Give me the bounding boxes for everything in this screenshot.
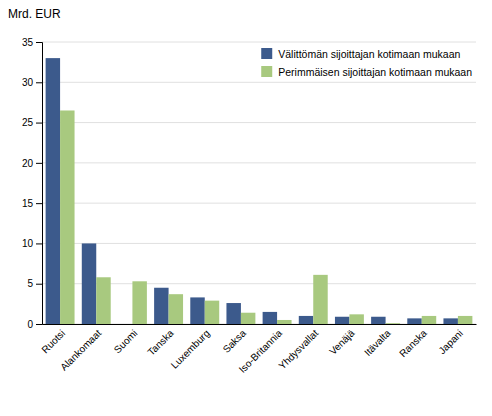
tick: Itävalta — [362, 324, 393, 358]
tick-label: Ranska — [397, 327, 429, 359]
tick: 20 — [22, 158, 42, 169]
grid-line — [42, 122, 476, 123]
series — [60, 110, 472, 324]
bar — [46, 58, 60, 324]
x-axis: RuotsiAlankomaat SuomiTanskaLuxemburg Saks… — [39, 324, 476, 375]
bar — [96, 277, 110, 324]
bar — [190, 297, 204, 324]
legend-label: Perimmäisen sijoittajan kotimaan mukaan — [278, 66, 472, 78]
bar — [422, 316, 436, 324]
axis-line — [43, 324, 477, 325]
legend-swatch — [261, 48, 272, 59]
tick: 0 — [27, 319, 42, 330]
legend-item: Välittömän sijoittajan kotimaan mukaan — [261, 48, 460, 60]
grid-line — [42, 243, 476, 244]
tick: Ruotsi — [39, 324, 67, 355]
grid-line — [42, 203, 476, 204]
bar — [241, 313, 255, 324]
bar — [118, 324, 132, 325]
tick-label: Iso-Britannia — [237, 327, 285, 375]
tick-label: Saksa — [221, 327, 249, 355]
bar — [154, 288, 168, 324]
tick-label: Itävalta — [362, 327, 393, 358]
chart: 0 5 10 15 20 25 30 35 RuotsiAlankomaat SuomiTansk… — [0, 0, 492, 416]
tick: 5 — [27, 278, 42, 289]
grid-line — [42, 42, 476, 43]
bar — [371, 317, 385, 324]
tick-mark — [36, 324, 42, 325]
tick: 35 — [22, 37, 42, 48]
bar — [205, 301, 219, 324]
tick: Alankomaat — [58, 324, 103, 373]
bar — [169, 294, 183, 324]
legend-item: Perimmäisen sijoittajan kotimaan mukaan — [261, 66, 472, 78]
legend-label: Välittömän sijoittajan kotimaan mukaan — [278, 48, 460, 60]
bar — [82, 243, 96, 324]
tick-mark — [36, 243, 42, 244]
y-axis: 0 5 10 15 20 25 30 35 — [22, 37, 43, 330]
tick-label: 15 — [22, 198, 34, 209]
bar — [263, 312, 277, 324]
bars — [46, 58, 473, 324]
series — [46, 58, 458, 324]
tick-mark — [36, 163, 42, 164]
tick: Luxemburg — [169, 324, 212, 371]
tick: Yhdysvallat — [276, 324, 320, 371]
tick: 25 — [22, 117, 42, 128]
tick: 10 — [22, 238, 42, 249]
tick-mark — [36, 42, 42, 43]
axis-line — [36, 43, 43, 325]
tick-mark — [36, 82, 42, 83]
tick: 15 — [22, 198, 42, 209]
bar — [226, 303, 240, 324]
tick-label: Suomi — [112, 328, 140, 356]
tick-label: Luxemburg — [169, 328, 212, 371]
legend: Välittömän sijoittajan kotimaan mukaan Pe… — [261, 48, 472, 78]
tick: Saksa — [221, 324, 249, 355]
tick: Tanska — [145, 324, 175, 358]
bar — [299, 316, 313, 324]
tick-label: 10 — [22, 238, 34, 249]
tick-label: Yhdysvallat — [276, 327, 320, 371]
tick-label: 5 — [27, 278, 33, 289]
tick-label: 35 — [22, 37, 34, 48]
tick-mark — [36, 284, 42, 285]
tick-label: 20 — [22, 158, 34, 169]
tick-label: 0 — [27, 319, 33, 330]
tick: Japani — [436, 324, 465, 356]
tick-label: Tanska — [145, 327, 175, 357]
tick-label: 30 — [22, 77, 34, 88]
grid-line — [42, 82, 476, 83]
bar — [443, 318, 457, 324]
tick-mark — [36, 203, 42, 204]
y-label: Mrd. EUR — [8, 7, 61, 21]
tick: Venäjä — [327, 324, 357, 357]
bar — [349, 314, 363, 324]
tick: 30 — [22, 77, 42, 88]
plot: 0 5 10 15 20 25 30 35 RuotsiAlankomaat SuomiTansk… — [22, 37, 477, 375]
bar — [407, 318, 421, 324]
bar — [458, 316, 472, 324]
tick-label: Alankomaat — [58, 327, 103, 372]
bar — [335, 317, 349, 324]
tick-mark — [36, 123, 42, 124]
tick: Iso-Britannia — [237, 324, 285, 375]
tick-label: 25 — [22, 117, 34, 128]
grid — [42, 42, 476, 324]
tick: Suomi — [112, 324, 140, 355]
tick-label: Venäjä — [327, 327, 357, 357]
bar — [132, 281, 146, 324]
bar — [60, 110, 74, 324]
bar — [313, 275, 327, 324]
legend-swatch — [261, 66, 272, 77]
tick-label: Japani — [436, 328, 465, 357]
bar — [386, 323, 400, 324]
tick-label: Ruotsi — [39, 328, 67, 356]
bar — [277, 320, 291, 324]
tick: Ranska — [397, 324, 429, 359]
grid-line — [42, 162, 476, 163]
